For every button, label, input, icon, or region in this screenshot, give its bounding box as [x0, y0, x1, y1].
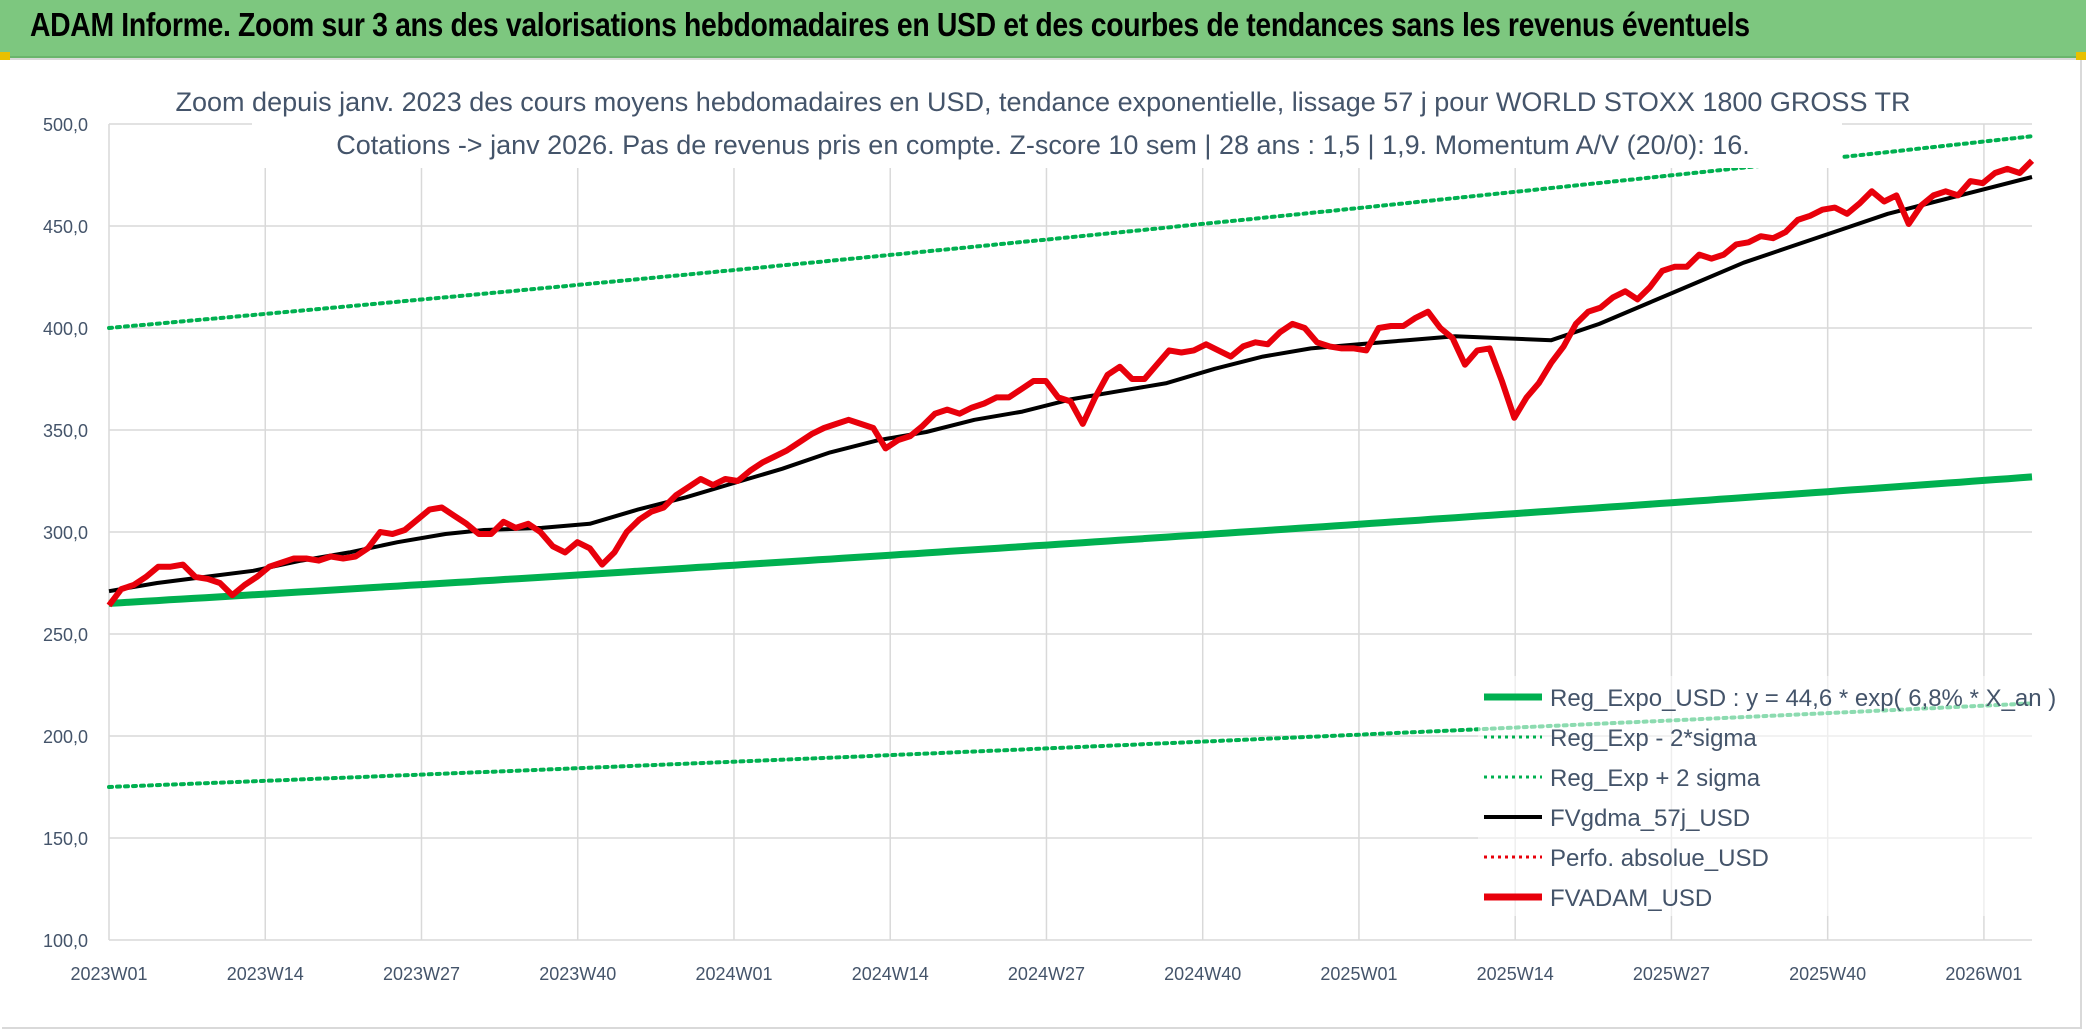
y-tick-label: 500,0 [43, 115, 88, 135]
header-banner: ADAM Informe. Zoom sur 3 ans des valoris… [0, 0, 2086, 58]
y-tick-label: 300,0 [43, 523, 88, 543]
series-reg-exp-plus-2-sigma [107, 134, 2034, 330]
corner-mark-left [0, 52, 10, 60]
y-tick-label: 450,0 [43, 217, 88, 237]
x-tick-label: 2024W40 [1164, 964, 1241, 984]
x-tick-label: 2023W01 [70, 964, 147, 984]
series-fvgdma-57j-usd [108, 175, 2033, 594]
y-tick-label: 200,0 [43, 727, 88, 747]
series-fvadam-usd [106, 158, 2035, 608]
x-tick-label: 2024W01 [695, 964, 772, 984]
x-tick-label: 2023W40 [539, 964, 616, 984]
legend-label: FVADAM_USD [1550, 885, 1712, 912]
legend-background [1478, 676, 2040, 916]
x-tick-label: 2025W40 [1789, 964, 1866, 984]
x-tick-label: 2025W14 [1477, 964, 1554, 984]
x-tick-label: 2026W01 [1945, 964, 2022, 984]
x-tick-label: 2023W14 [227, 964, 304, 984]
legend-label: Reg_Expo_USD : y = 44,6 * exp( 6,8% * X_… [1550, 685, 2056, 712]
y-tick-label: 100,0 [43, 931, 88, 951]
series-reg-expo-usd [108, 473, 2033, 607]
legend-label: Reg_Exp + 2 sigma [1550, 765, 1761, 792]
x-tick-label: 2024W27 [1008, 964, 1085, 984]
legend-label: FVgdma_57j_USD [1550, 805, 1750, 832]
y-tick-label: 150,0 [43, 829, 88, 849]
corner-mark-right [2076, 52, 2086, 60]
y-tick-label: 350,0 [43, 421, 88, 441]
legend: Reg_Expo_USD : y = 44,6 * exp( 6,8% * X_… [1478, 676, 2056, 916]
y-tick-label: 400,0 [43, 319, 88, 339]
x-tick-label: 2025W01 [1320, 964, 1397, 984]
x-tick-label: 2025W27 [1633, 964, 1710, 984]
x-tick-label: 2024W14 [852, 964, 929, 984]
report-title: ADAM Informe. Zoom sur 3 ans des valoris… [30, 6, 1750, 43]
title-background [252, 76, 1842, 168]
chart-title-line-1: Zoom depuis janv. 2023 des cours moyens … [176, 87, 1911, 117]
y-axis-ticks: 500,0 450,0 400,0 350,0 300,0 250,0 200,0 150,0… [43, 115, 88, 951]
legend-label: Perfo. absolue_USD [1550, 845, 1769, 872]
chart-title-line-2: Cotations -> janv 2026. Pas de revenus p… [336, 130, 1750, 160]
legend-label: Reg_Exp - 2*sigma [1550, 725, 1757, 752]
x-axis-ticks: 2023W01 2023W14 2023W27 2023W40 2024W01 2024W… [70, 964, 2022, 984]
x-tick-label: 2023W27 [383, 964, 460, 984]
y-tick-label: 250,0 [43, 625, 88, 645]
